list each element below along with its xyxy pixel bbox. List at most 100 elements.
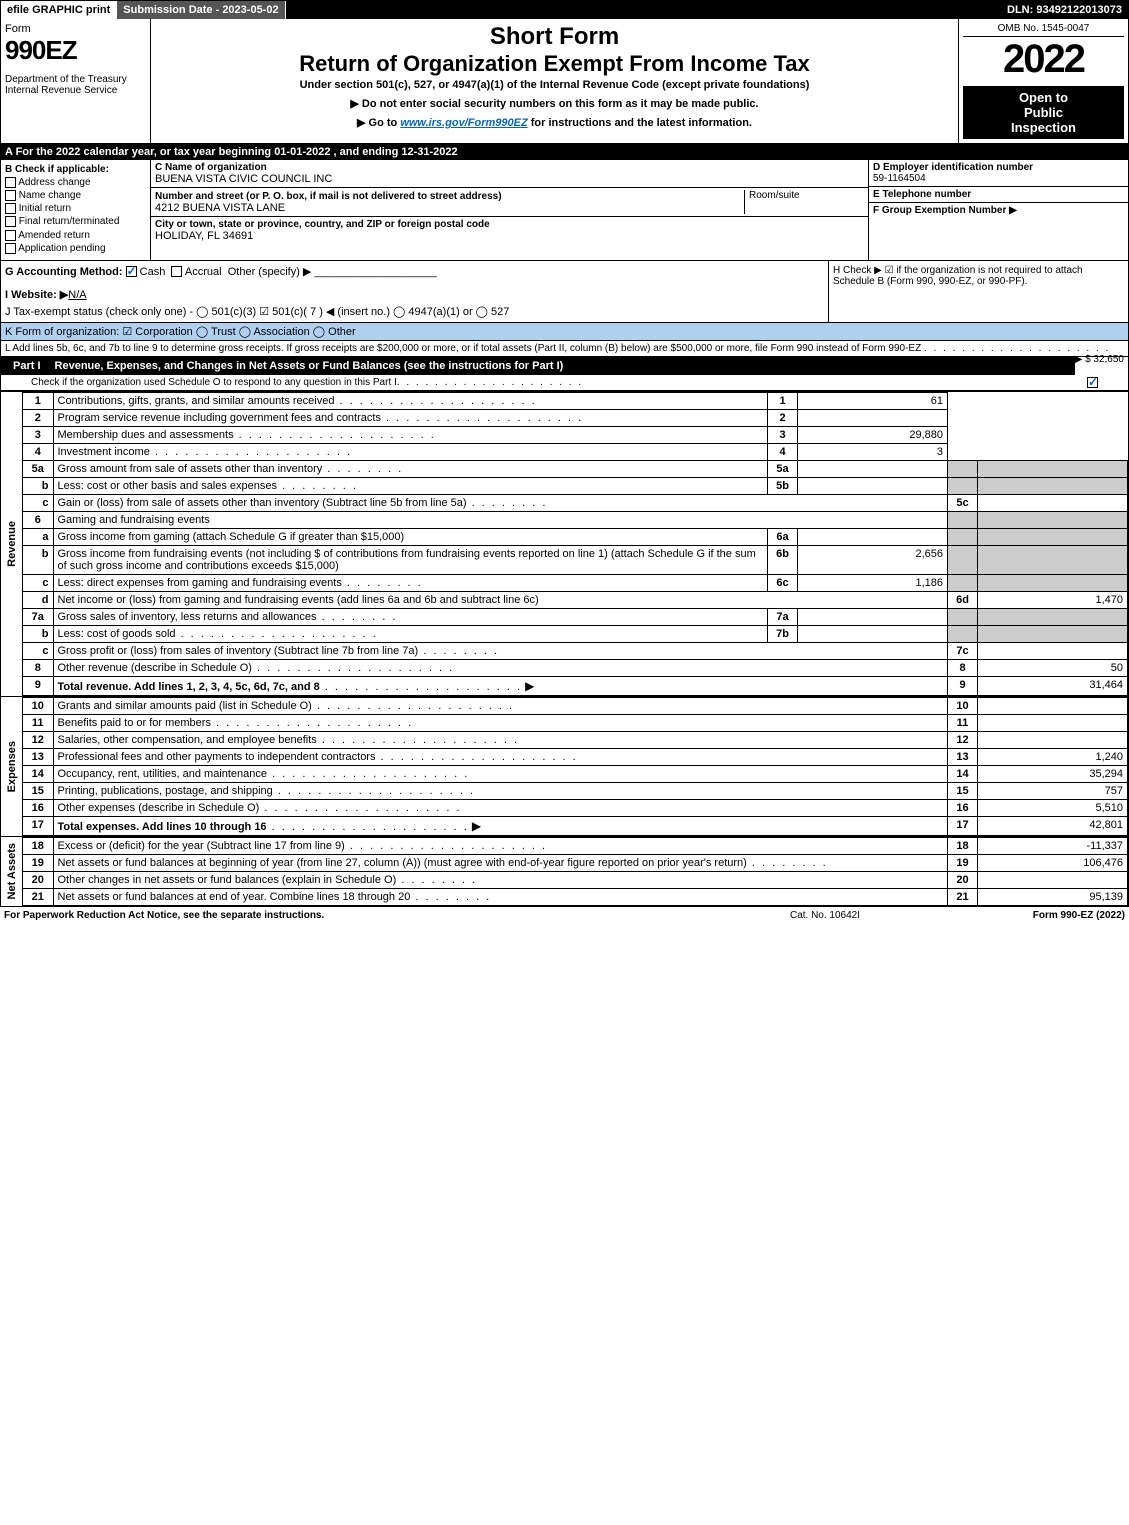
part1-sub: Check if the organization used Schedule …: [31, 377, 397, 388]
val-20: [978, 871, 1128, 888]
val-1: 61: [798, 392, 948, 409]
val-6d: 1,470: [978, 591, 1128, 608]
check-final[interactable]: Final return/terminated: [5, 216, 146, 227]
c-name-label: C Name of organization: [155, 162, 864, 173]
form-number: 990EZ: [5, 35, 146, 66]
form-subtitle: Under section 501(c), 527, or 4947(a)(1)…: [155, 79, 954, 91]
expenses-table: 10Grants and similar amounts paid (list …: [23, 697, 1128, 836]
row-l-text: L Add lines 5b, 6c, and 7b to line 9 to …: [5, 343, 921, 354]
g-label: G Accounting Method:: [5, 266, 123, 278]
part1-header: Part I Revenue, Expenses, and Changes in…: [1, 357, 1075, 375]
val-15: 757: [978, 782, 1128, 799]
d-ein-label: D Employer identification number: [873, 162, 1033, 173]
netassets-vlabel: Net Assets: [4, 841, 20, 901]
section-c: C Name of organization BUENA VISTA CIVIC…: [151, 160, 868, 260]
val-12: [978, 731, 1128, 748]
part1-num: Part I: [7, 360, 47, 372]
val-4: 3: [798, 443, 948, 460]
val-17: 42,801: [978, 816, 1128, 835]
notice-ssn: ▶ Do not enter social security numbers o…: [155, 97, 954, 110]
dept-label: Department of the Treasury Internal Reve…: [5, 74, 146, 96]
row-l-amount: ▶ $ 32,650: [1075, 354, 1124, 365]
val-6b: 2,656: [798, 545, 948, 574]
check-amended[interactable]: Amended return: [5, 230, 146, 241]
val-10: [978, 697, 1128, 714]
section-b: B Check if applicable: Address change Na…: [1, 160, 151, 260]
efile-label[interactable]: efile GRAPHIC print: [1, 1, 117, 19]
org-address: 4212 BUENA VISTA LANE: [155, 202, 285, 214]
inspection-badge: Open toPublicInspection: [963, 86, 1124, 139]
footer: For Paperwork Reduction Act Notice, see …: [0, 907, 1129, 924]
header-left: Form 990EZ Department of the Treasury In…: [1, 19, 151, 143]
open-public: Open toPublicInspection: [967, 90, 1120, 135]
notice-link: ▶ Go to www.irs.gov/Form990EZ for instru…: [155, 116, 954, 129]
revenue-section: Revenue 1Contributions, gifts, grants, a…: [1, 391, 1128, 696]
check-pending[interactable]: Application pending: [5, 243, 146, 254]
check-accrual[interactable]: [171, 266, 182, 277]
part1-title: Revenue, Expenses, and Changes in Net As…: [55, 360, 1069, 372]
b-label: B Check if applicable:: [5, 164, 146, 175]
val-3: 29,880: [798, 426, 948, 443]
org-city: HOLIDAY, FL 34691: [155, 230, 864, 242]
footer-catno: Cat. No. 10642I: [725, 910, 925, 921]
expenses-section: Expenses 10Grants and similar amounts pa…: [1, 696, 1128, 836]
netassets-table: 18Excess or (deficit) for the year (Subt…: [23, 837, 1128, 906]
c-addr-label: Number and street (or P. O. box, if mail…: [155, 191, 502, 202]
row-l: L Add lines 5b, 6c, and 7b to line 9 to …: [1, 341, 1128, 357]
val-9: 31,464: [978, 676, 1128, 695]
c-city-label: City or town, state or province, country…: [155, 219, 864, 230]
val-16: 5,510: [978, 799, 1128, 816]
header-center: Short Form Return of Organization Exempt…: [151, 19, 958, 143]
irs-link[interactable]: www.irs.gov/Form990EZ: [400, 117, 527, 129]
netassets-section: Net Assets 18Excess or (deficit) for the…: [1, 836, 1128, 906]
section-def: D Employer identification number59-11645…: [868, 160, 1128, 260]
val-11: [978, 714, 1128, 731]
val-6c: 1,186: [798, 574, 948, 591]
val-21: 95,139: [978, 888, 1128, 905]
check-address[interactable]: Address change: [5, 177, 146, 188]
org-name: BUENA VISTA CIVIC COUNCIL INC: [155, 173, 864, 185]
section-h: H Check ▶ ☑ if the organization is not r…: [828, 261, 1128, 322]
i-label: I Website: ▶: [5, 289, 68, 301]
val-2: [798, 409, 948, 426]
short-form-title: Short Form: [155, 23, 954, 51]
row-a-taxyear: A For the 2022 calendar year, or tax yea…: [1, 144, 1128, 160]
row-gh: G Accounting Method: Cash Accrual Other …: [1, 261, 1128, 323]
room-suite-label: Room/suite: [744, 190, 864, 214]
part1-subheader: Check if the organization used Schedule …: [1, 375, 1128, 391]
check-initial[interactable]: Initial return: [5, 203, 146, 214]
tax-year: 2022: [963, 37, 1124, 82]
form-header: Form 990EZ Department of the Treasury In…: [1, 19, 1128, 144]
form-container: efile GRAPHIC print Submission Date - 20…: [0, 0, 1129, 907]
val-13: 1,240: [978, 748, 1128, 765]
row-k: K Form of organization: ☑ Corporation ◯ …: [1, 323, 1128, 341]
footer-formref: Form 990-EZ (2022): [925, 910, 1125, 921]
form-word: Form: [5, 23, 146, 35]
check-cash[interactable]: [126, 266, 137, 277]
ein-value: 59-1164504: [873, 173, 926, 184]
submission-date: Submission Date - 2023-05-02: [117, 1, 285, 19]
row-j: J Tax-exempt status (check only one) - ◯…: [5, 305, 824, 318]
val-7c: [978, 642, 1128, 659]
footer-left: For Paperwork Reduction Act Notice, see …: [4, 910, 725, 921]
val-14: 35,294: [978, 765, 1128, 782]
e-phone-label: E Telephone number: [873, 189, 971, 200]
val-8: 50: [978, 659, 1128, 676]
omb-number: OMB No. 1545-0047: [963, 23, 1124, 37]
val-5c: [978, 494, 1128, 511]
section-g: G Accounting Method: Cash Accrual Other …: [1, 261, 828, 322]
topbar: efile GRAPHIC print Submission Date - 20…: [1, 1, 1128, 19]
dln: DLN: 93492122013073: [1001, 1, 1128, 19]
revenue-vlabel: Revenue: [4, 519, 20, 569]
expenses-vlabel: Expenses: [4, 739, 20, 794]
website-value: N/A: [68, 289, 86, 301]
val-19: 106,476: [978, 854, 1128, 871]
check-name[interactable]: Name change: [5, 190, 146, 201]
revenue-table: 1Contributions, gifts, grants, and simil…: [23, 392, 1128, 696]
section-bcd: B Check if applicable: Address change Na…: [1, 160, 1128, 261]
header-right: OMB No. 1545-0047 2022 Open toPublicInsp…: [958, 19, 1128, 143]
val-18: -11,337: [978, 837, 1128, 854]
f-group-label: F Group Exemption Number ▶: [873, 205, 1017, 216]
check-schedule-o[interactable]: [1087, 377, 1098, 388]
form-title: Return of Organization Exempt From Incom…: [155, 51, 954, 77]
